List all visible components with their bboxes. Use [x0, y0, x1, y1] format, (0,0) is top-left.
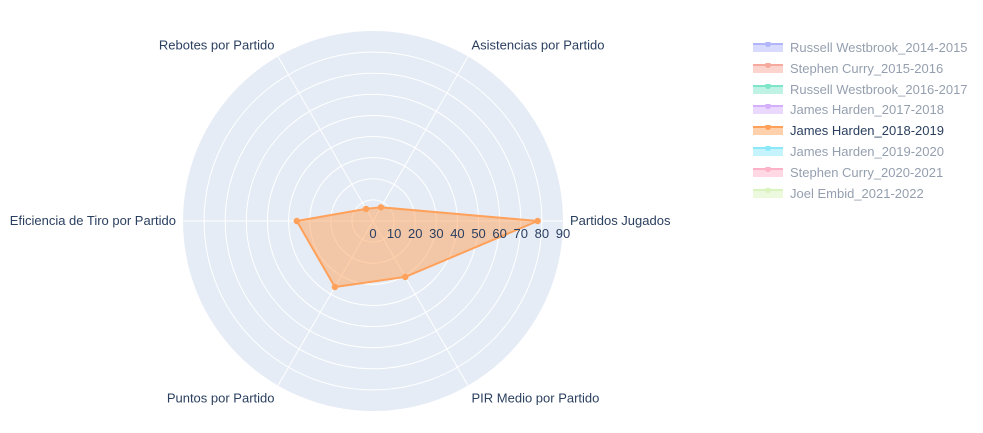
radial-tick-label: 0: [369, 226, 376, 241]
axis-label-4: Puntos por Partido: [167, 391, 275, 406]
radial-tick-label: 80: [535, 226, 549, 241]
axis-label-5: PIR Medio por Partido: [472, 391, 600, 406]
radial-tick-label: 30: [429, 226, 443, 241]
legend-item[interactable]: James Harden_2017-2018: [752, 100, 968, 121]
legend-item[interactable]: Joel Embid_2021-2022: [752, 184, 968, 205]
data-point[interactable]: [534, 217, 541, 225]
radial-tick-label: 60: [492, 226, 506, 241]
legend: Russell Westbrook_2014-2015 Stephen Curry…: [752, 38, 968, 204]
legend-item[interactable]: Russell Westbrook_2014-2015: [752, 38, 968, 59]
legend-swatch: [753, 42, 783, 52]
axis-label-2: Rebotes por Partido: [159, 37, 275, 52]
legend-label: Stephen Curry_2020-2021: [790, 164, 944, 180]
radial-tick-label: 70: [514, 226, 528, 241]
radial-tick-label: 90: [556, 226, 570, 241]
legend-swatch: [753, 187, 783, 198]
series-layer: [293, 204, 541, 291]
legend-swatch: [753, 145, 783, 156]
data-point[interactable]: [377, 204, 385, 211]
angular-axis-labels: Partidos Jugados Asistencias por Partido R…: [10, 37, 671, 405]
legend-label: James Harden_2019-2020: [790, 143, 944, 159]
radial-tick-label: 40: [450, 226, 464, 241]
legend-item[interactable]: Stephen Curry_2015-2016: [752, 59, 968, 80]
legend-item[interactable]: James Harden_2018-2019: [752, 121, 968, 142]
legend-swatch: [753, 166, 783, 177]
legend-swatch: [753, 62, 783, 73]
legend-label: Stephen Curry_2015-2016: [790, 60, 944, 76]
radial-tick-labels: 0 10 20 30 40 50 60 70 80 90: [369, 226, 570, 241]
legend-label: James Harden_2017-2018: [790, 102, 944, 118]
angular-gridline: [277, 56, 374, 222]
axis-label-0: Partidos Jugados: [570, 213, 671, 228]
legend-item[interactable]: Russell Westbrook_2016-2017: [752, 80, 968, 101]
data-point[interactable]: [293, 217, 300, 225]
angular-gridline: [372, 56, 469, 222]
radial-tick-label: 50: [471, 226, 485, 241]
legend-label: Joel Embid_2021-2022: [790, 185, 924, 201]
legend-swatch: [753, 83, 783, 94]
legend-swatch: [753, 125, 783, 136]
legend-label: Russell Westbrook_2014-2015: [790, 40, 968, 55]
legend-label: Russell Westbrook_2016-2017: [790, 81, 968, 97]
legend-item[interactable]: James Harden_2019-2020: [752, 142, 968, 163]
legend-label: James Harden_2018-2019: [790, 123, 944, 139]
data-point[interactable]: [402, 273, 409, 281]
data-point[interactable]: [362, 205, 370, 213]
radial-tick-label: 20: [408, 226, 422, 241]
legend-swatch: [753, 104, 783, 115]
radial-tick-label: 10: [387, 226, 401, 241]
axis-label-3: Eficiencia de Tiro por Partido: [10, 213, 176, 228]
legend-item[interactable]: Stephen Curry_2020-2021: [752, 163, 968, 184]
data-point[interactable]: [331, 283, 339, 291]
axis-label-1: Asistencias por Partido: [472, 37, 605, 52]
